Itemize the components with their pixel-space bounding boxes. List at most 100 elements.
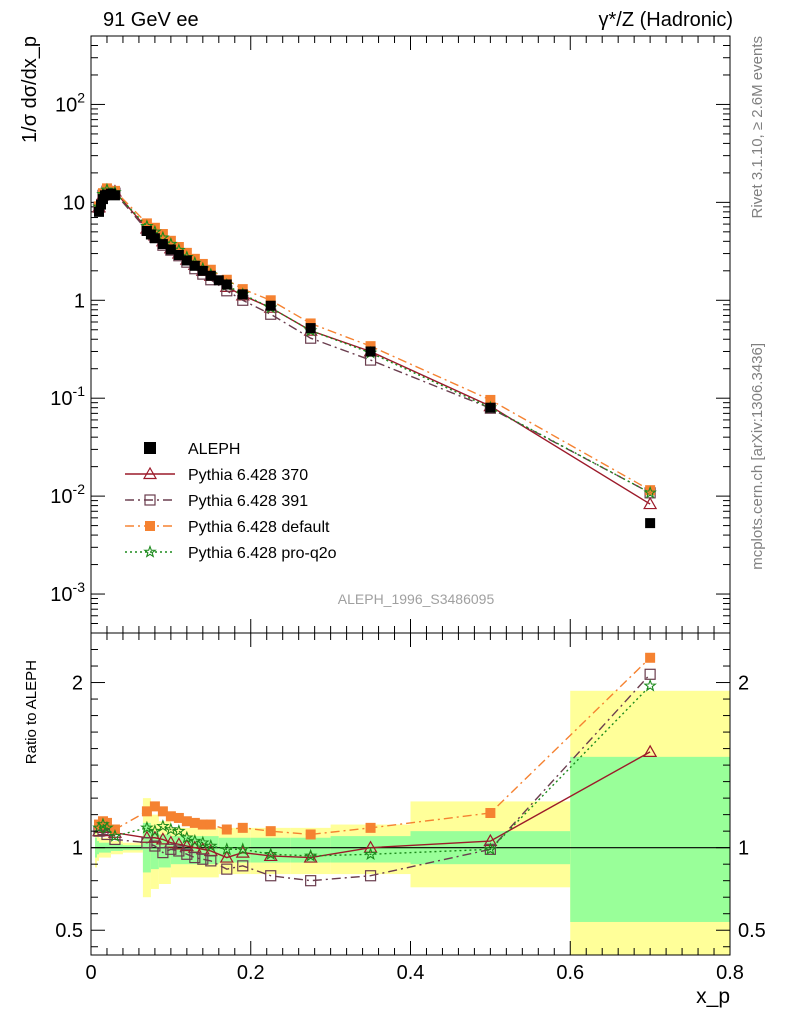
main-ylabel: 1/σ dσ/dx_p <box>19 36 41 143</box>
ratio-series-point <box>205 855 217 867</box>
ratio-series-point <box>643 678 657 692</box>
ratio-ytick-label-left: 1 <box>72 838 83 860</box>
main-series-point <box>265 295 276 306</box>
ratio-series-point <box>237 860 249 872</box>
main-data-point <box>173 250 184 261</box>
main-data-point <box>157 239 168 250</box>
main-ytick-label-exponent: -3 <box>73 579 86 595</box>
ratio-series-point <box>237 822 248 833</box>
ratio-series-point <box>189 851 201 864</box>
main-data-series <box>93 188 656 529</box>
ratio-series-point <box>173 845 185 857</box>
main-ytick-label: 10-3 <box>50 579 85 606</box>
main-ytick-label-base: 10 <box>50 486 72 508</box>
legend-label: Pythia 6.428 391 <box>188 493 308 510</box>
ratio-series-point <box>141 837 153 849</box>
main-data-point <box>485 402 496 413</box>
main-frame <box>90 35 731 634</box>
main-data-point <box>165 244 176 255</box>
main-ytick-label-base: 10 <box>50 388 72 410</box>
main-series-point <box>165 235 176 246</box>
main-series-point <box>173 242 184 253</box>
ratio-series-point <box>221 863 233 875</box>
legend-label: Pythia 6.428 pro-q2o <box>188 545 337 562</box>
legend-marker <box>144 494 156 506</box>
ratio-ylabel: Ratio to ALEPH <box>23 660 40 764</box>
ratio-series-point <box>483 842 498 856</box>
ratio-series-point <box>219 850 234 863</box>
ratio-series-point <box>205 819 216 830</box>
ratio-series-point <box>149 801 160 812</box>
main-ytick-label: 1 <box>74 290 85 312</box>
ratio-xtick-label: 0.6 <box>556 962 584 984</box>
ratio-series-point <box>197 819 208 830</box>
ratio-series-point <box>235 842 250 856</box>
ratio-series-point <box>108 828 122 842</box>
ratio-series-point <box>165 811 176 822</box>
ratio-series-point <box>365 822 376 833</box>
ratio-series-point <box>165 843 177 855</box>
main-series <box>92 182 657 499</box>
main-series-point <box>643 485 657 499</box>
main-ytick-label-base: 10 <box>50 584 72 606</box>
ratio-series-point <box>303 850 318 863</box>
legend-label: Pythia 6.428 370 <box>188 467 308 484</box>
ratio-xtick-label: 0 <box>85 962 96 984</box>
ratio-ytick-label-right: 2 <box>738 673 749 695</box>
ratio-series-point <box>364 870 377 882</box>
main-data-point <box>237 289 248 300</box>
ratio-series-point <box>204 838 218 852</box>
main-data-point <box>305 323 316 334</box>
main-series-point <box>643 496 658 510</box>
main-data-point <box>109 190 120 201</box>
legend: ALEPH Pythia 6.428 370 Pythia 6.428 391 Pyt… <box>125 441 337 562</box>
legend-entry: Pythia 6.428 370 <box>125 466 308 484</box>
legend-label: ALEPH <box>188 441 240 458</box>
main-ytick-label-base: 1 <box>74 290 85 312</box>
ratio-series-point <box>485 807 496 818</box>
ratio-stat-band <box>158 834 171 868</box>
ratio-series-point <box>196 835 210 849</box>
main-series-point <box>645 485 656 496</box>
main-data-point <box>205 270 216 281</box>
ratio-xtick-label: 0.8 <box>716 962 744 984</box>
main-ytick-label-base: 10 <box>63 192 85 214</box>
ratio-series-point <box>643 744 658 757</box>
ratio-series-point <box>156 819 170 832</box>
legend-entry: ALEPH <box>144 441 240 458</box>
ratio-series-line <box>98 657 651 836</box>
ratio-xtick-label: 0.2 <box>237 962 265 984</box>
ratio-series-point <box>163 835 178 848</box>
ratio-series-point <box>181 816 192 827</box>
ratio-series-point <box>155 832 170 845</box>
main-series-point <box>101 183 112 194</box>
ratio-series-point <box>188 833 202 847</box>
main-data-point <box>365 346 376 357</box>
main-data-point <box>189 260 200 271</box>
ratio-series-point <box>180 830 194 844</box>
legend-entry: Pythia 6.428 default <box>125 519 330 536</box>
ratio-series-point <box>220 842 234 856</box>
ratio-series-point <box>179 838 194 852</box>
main-ytick-label-exponent: 2 <box>77 89 85 105</box>
analysis-id: ALEPH_1996_S3486095 <box>338 591 495 607</box>
main-ytick-label: 10-1 <box>50 383 85 410</box>
main-ytick-label-exponent: -1 <box>73 383 86 399</box>
ratio-series-point <box>189 817 200 828</box>
ratio-series-point <box>483 833 498 847</box>
ratio-xtick-label: 0.4 <box>397 962 425 984</box>
ratio-series-point <box>100 820 114 834</box>
main-series-line <box>98 189 651 494</box>
ratio-series-point <box>148 824 162 837</box>
ratio-series-point <box>197 853 209 865</box>
mcplots-label: mcplots.cern.ch [arXiv:1306.3436] <box>749 343 766 570</box>
main-series-point <box>141 218 152 229</box>
main-series <box>93 183 656 496</box>
ratio-series-point <box>149 840 161 852</box>
main-ylabel-text: 1/σ dσ/dx_p <box>19 36 41 143</box>
main-ytick-label: 10 <box>63 192 85 214</box>
ratio-series-point <box>157 847 169 859</box>
legend-entry: Pythia 6.428 pro-q2o <box>125 544 337 562</box>
legend-entry: Pythia 6.428 391 <box>125 493 308 510</box>
